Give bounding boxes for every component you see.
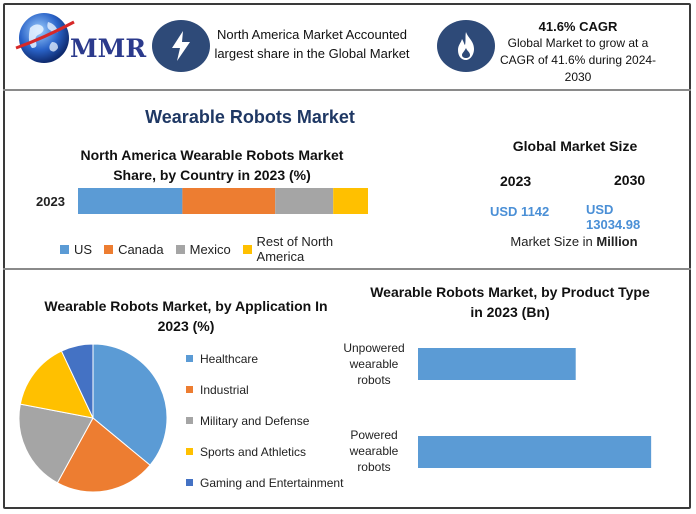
legend-label: Industrial bbox=[200, 382, 249, 397]
year-2030-label: 2030 bbox=[614, 172, 646, 188]
application-legend-item: Military and Defense bbox=[186, 405, 343, 436]
stack-segment-3 bbox=[333, 188, 368, 214]
legend-label: Mexico bbox=[189, 241, 231, 257]
country-legend-item: Rest of North America bbox=[242, 234, 380, 264]
cagr-box: 41.6% CAGR Global Market to grow at a CA… bbox=[498, 18, 658, 86]
legend-swatch bbox=[175, 244, 185, 254]
legend-swatch bbox=[104, 244, 114, 254]
country-chart-title: North America Wearable Robots Market Sha… bbox=[80, 147, 344, 183]
country-legend-item: Mexico bbox=[175, 234, 231, 264]
application-legend-item: Sports and Athletics bbox=[186, 436, 343, 467]
value-2023: USD 1142 bbox=[490, 204, 550, 219]
application-chart-title: Wearable Robots Market, by Application I… bbox=[44, 298, 328, 334]
legend-swatch bbox=[186, 448, 193, 455]
legend-label: Military and Defense bbox=[200, 413, 310, 428]
stack-segment-1 bbox=[182, 188, 276, 214]
legend-swatch bbox=[60, 244, 69, 254]
lightning-badge bbox=[152, 20, 210, 72]
logo-text: MMR bbox=[70, 34, 147, 63]
page-frame bbox=[3, 3, 691, 509]
category-label-unpowered: Unpowered wearable robots bbox=[343, 341, 405, 387]
legend-swatch bbox=[186, 417, 193, 424]
legend-swatch bbox=[186, 386, 193, 393]
pie-slice-4 bbox=[60, 343, 94, 419]
category-label-powered: Powered wearable robots bbox=[349, 428, 399, 474]
header-divider bbox=[3, 89, 691, 91]
page-title: Wearable Robots Market bbox=[145, 107, 355, 127]
legend-label: Gaming and Entertainment bbox=[200, 475, 344, 490]
legend-swatch bbox=[186, 355, 193, 362]
country-legend: US Canada Mexico Rest of North America bbox=[60, 234, 380, 264]
legend-label: Healthcare bbox=[200, 351, 259, 366]
country-legend-item: Canada bbox=[104, 234, 164, 264]
legend-label: Canada bbox=[118, 241, 164, 257]
product-type-chart bbox=[418, 348, 652, 468]
pie-slice-2 bbox=[18, 403, 94, 484]
flame-badge bbox=[437, 20, 495, 72]
market-size-note-prefix: Market Size in bbox=[510, 234, 597, 249]
legend-swatch bbox=[242, 244, 252, 254]
pie-slice-3 bbox=[19, 350, 94, 419]
legend-label: Sports and Athletics bbox=[200, 444, 307, 459]
country-bar-category-label: 2023 bbox=[36, 194, 65, 209]
application-legend-item: Healthcare bbox=[186, 343, 343, 374]
pie-slice-1 bbox=[56, 417, 151, 493]
flame-icon bbox=[458, 32, 474, 60]
country-legend-item: US bbox=[60, 234, 92, 264]
market-size-panel: Global Market Size 2023 2030 USD 1142 US… bbox=[480, 136, 670, 256]
legend-label: US bbox=[74, 241, 93, 257]
application-pie-chart bbox=[18, 343, 168, 493]
market-size-title: Global Market Size bbox=[512, 138, 638, 154]
product-bar-1 bbox=[418, 436, 652, 468]
stack-segment-2 bbox=[275, 188, 334, 214]
application-legend-item: Gaming and Entertainment bbox=[186, 467, 343, 498]
globe-icon bbox=[15, 13, 75, 63]
stack-segment-0 bbox=[78, 188, 183, 214]
legend-swatch bbox=[186, 479, 193, 486]
market-size-note-unit: Million bbox=[596, 234, 638, 249]
application-legend: Healthcare Industrial Military and Defense… bbox=[186, 343, 343, 498]
value-2030: USD 13034.98 bbox=[586, 202, 641, 232]
logo: MMR bbox=[14, 8, 147, 70]
product-bar-0 bbox=[418, 348, 576, 380]
country-share-chart bbox=[78, 188, 368, 214]
cagr-title: 41.6% CAGR bbox=[538, 19, 618, 34]
year-2023-label: 2023 bbox=[500, 173, 532, 189]
pie-slice-0 bbox=[92, 343, 168, 466]
application-legend-item: Industrial bbox=[186, 374, 343, 405]
lightning-bolt-icon bbox=[172, 31, 190, 61]
legend-label: Rest of North America bbox=[256, 234, 334, 264]
north-america-note: North America Market Accounted largest s… bbox=[214, 27, 410, 61]
market-size-note: Market Size in Million bbox=[480, 234, 668, 249]
middle-divider bbox=[3, 268, 691, 270]
cagr-text: Global Market to grow at a CAGR of 41.6%… bbox=[499, 36, 657, 84]
product-chart-title: Wearable Robots Market, by Product Type … bbox=[370, 284, 650, 320]
